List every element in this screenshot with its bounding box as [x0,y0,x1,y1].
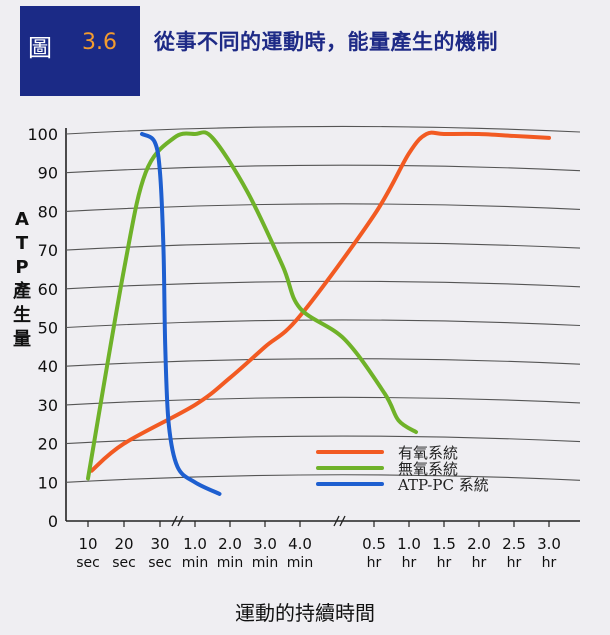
x-tick-value: 4.0 [288,535,312,553]
x-tick-unit: hr [542,555,557,571]
y-tick-label: 80 [38,202,58,221]
x-tick-value: 2.5 [502,535,526,553]
y-tick-label: 10 [38,473,58,492]
x-tick-unit: min [182,555,208,571]
chart-title: 從事不同的運動時，能量產生的機制 [154,30,498,54]
x-axis-break-1 [177,515,184,527]
gridline [65,125,581,135]
y-tick-label: 20 [38,435,58,454]
legend-label-2: 無氧系統 [398,460,458,478]
x-tick-unit: min [287,555,313,571]
series-line-1 [89,130,551,473]
y-axis-title: ATP產生量 [13,209,31,350]
x-tick-value: 0.5 [362,535,386,553]
x-axis-break-2 [339,515,346,527]
x-tick-unit: min [252,555,278,571]
x-tick-value: 3.0 [537,535,561,553]
x-axis-title: 運動的持續時間 [235,601,375,625]
y-tick-label: 40 [38,357,58,376]
x-tick-unit: sec [148,555,172,571]
x-tick-value: 1.0 [183,535,207,553]
y-tick-label: 50 [38,319,58,338]
x-tick-unit: hr [472,555,487,571]
x-tick-value: 1.0 [397,535,421,553]
y-tick-label: 30 [38,396,58,415]
figure-number: 3.6 [82,30,117,55]
x-tick-value: 20 [114,535,133,553]
y-tick-label: 70 [38,241,58,260]
series-line-2 [86,130,418,481]
y-tick-label: 60 [38,280,58,299]
x-tick-value: 3.0 [253,535,277,553]
gridline [65,164,581,174]
x-tick-value: 1.5 [432,535,456,553]
x-tick-unit: sec [112,555,136,571]
y-tick-label: 0 [48,512,58,531]
gridline [65,280,581,290]
x-tick-value: 10 [78,535,97,553]
gridline [65,358,581,367]
x-tick-value: 2.0 [218,535,242,553]
x-tick-unit: sec [76,555,100,571]
y-tick-label: 90 [38,164,58,183]
figure-label-box: 圖 3.6 [20,6,140,96]
gridline [65,319,581,329]
legend-label-3: ATP-PC 系統 [397,476,489,494]
x-tick-value: 30 [150,535,169,553]
x-tick-unit: min [217,555,243,571]
x-tick-unit: hr [402,555,417,571]
figure-label: 圖 [28,34,53,62]
x-tick-value: 2.0 [467,535,491,553]
x-axis-break-1 [171,515,178,527]
gridline [65,203,581,212]
gridline [65,242,581,251]
x-axis-break-2 [333,515,340,527]
legend-label-1: 有氧系統 [398,444,458,462]
y-tick-label: 100 [27,125,58,144]
x-tick-unit: hr [437,555,452,571]
gridline [65,396,581,406]
x-tick-unit: hr [507,555,522,571]
x-tick-unit: hr [367,555,382,571]
gridline [65,435,581,445]
series-line-3 [140,132,222,496]
gridline [65,474,581,483]
